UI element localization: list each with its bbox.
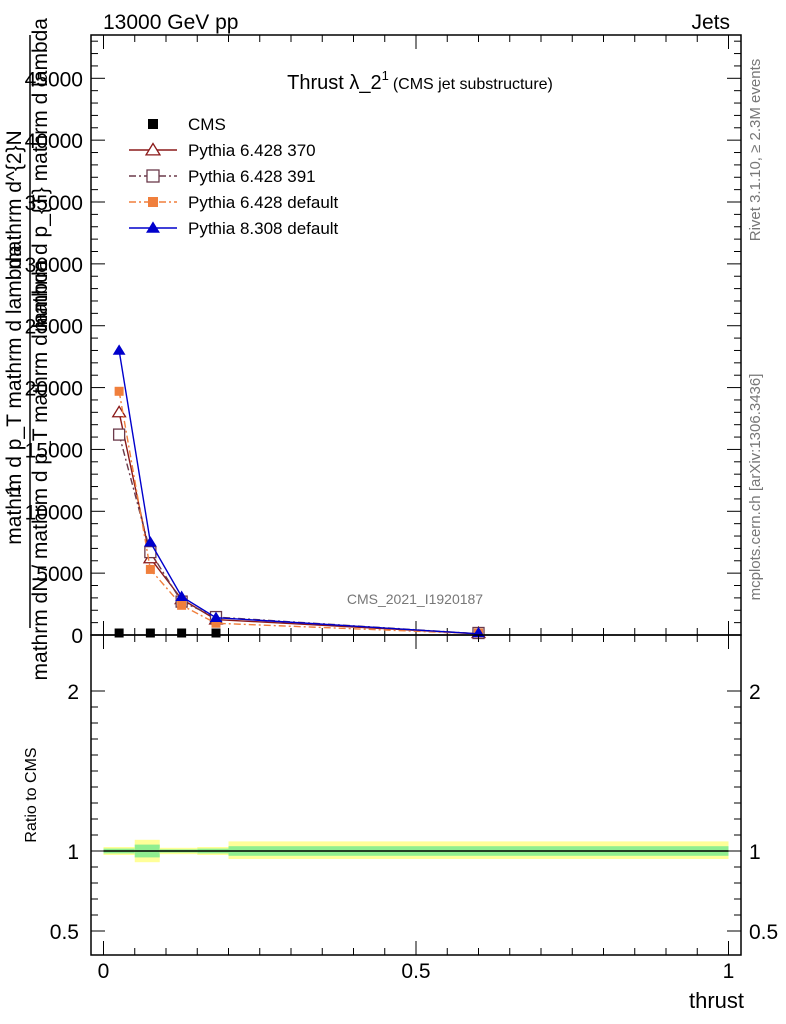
main-series-layer	[111, 344, 487, 640]
chart-title-suffix: (CMS jet substructure)	[393, 76, 553, 93]
data-point	[211, 628, 221, 638]
legend-label: Pythia 6.428 391	[188, 167, 316, 186]
series-0	[114, 628, 483, 638]
legend-marker	[148, 119, 158, 129]
x-ticks: 0 0.5 1	[98, 635, 735, 983]
chart-title-main: Thrust λ_2	[287, 72, 381, 94]
x-tick-label: 0	[98, 960, 110, 983]
y-label-denominator-line-1: mathrm dN / mathrm d p_T mathrm d lambda	[29, 259, 52, 680]
data-point	[177, 600, 187, 610]
header-left: 13000 GeV pp	[103, 11, 238, 34]
legend-label: CMS	[188, 115, 226, 134]
y-tick-label: 40000	[25, 130, 83, 153]
data-point	[112, 344, 126, 355]
data-point	[175, 590, 189, 601]
chart-title-superscript: 1	[382, 68, 389, 83]
legend-marker	[148, 197, 158, 207]
ratio-y-label: Ratio to CMS	[23, 747, 40, 842]
ratio-y-tick-label-right: 0.5	[749, 921, 778, 944]
legend-marker	[144, 142, 162, 156]
ratio-y-tick-label: 0.5	[50, 921, 79, 944]
y-label-top-line-2: mathrm d p_{T} mathrm d lambda	[29, 18, 52, 332]
header-right: Jets	[691, 11, 730, 34]
legend-label: Pythia 6.428 default	[188, 193, 339, 212]
ratio-y-tick-label: 1	[67, 841, 79, 864]
mcplots-label: mcplots.cern.ch [arXiv:1306.3436]	[747, 374, 764, 601]
y-tick-label: 5000	[36, 563, 83, 586]
legend-item: Pythia 6.428 391	[129, 167, 316, 186]
ratio-y-tick-label-right: 1	[749, 841, 761, 864]
watermark: CMS_2021_I1920187	[347, 591, 483, 607]
y-tick-label: 25000	[25, 316, 83, 339]
legend-label: Pythia 6.428 370	[188, 141, 316, 160]
data-point	[177, 628, 187, 638]
legend-item: CMS	[148, 115, 226, 134]
legend-label: Pythia 8.308 default	[188, 219, 339, 238]
data-point	[145, 628, 155, 638]
ratio-y-tick-label-right: 2	[749, 681, 761, 704]
ratio-plot-frame	[90, 634, 742, 956]
legend-item: Pythia 8.308 default	[129, 219, 339, 238]
data-point	[211, 618, 221, 628]
ratio-bands	[103, 839, 729, 863]
y-tick-label: 15000	[25, 439, 83, 462]
legend: CMS Pythia 6.428 370 Pythia 6.428 391 Pythi…	[129, 115, 339, 238]
x-tick-label: 1	[723, 960, 735, 983]
x-axis-label: thrust	[689, 988, 744, 1013]
y-tick-label: 20000	[25, 378, 83, 401]
legend-marker	[146, 169, 160, 183]
y-tick-label: 45000	[25, 68, 83, 91]
rivet-label: Rivet 3.1.10, ≥ 2.3M events	[747, 59, 764, 242]
y-tick-label: 10000	[25, 501, 83, 524]
data-point	[112, 428, 126, 441]
legend-item: Pythia 6.428 default	[129, 193, 339, 212]
main-panel: 0 5000 10000 15000 20000 25000 30000 35000 40000…	[2, 18, 742, 681]
ratio-y-tick-label: 2	[67, 681, 79, 704]
data-point	[145, 564, 155, 574]
y-tick-label: 0	[71, 625, 83, 648]
data-point	[143, 536, 157, 547]
data-point	[114, 628, 124, 638]
x-tick-label: 0.5	[401, 960, 430, 983]
data-point	[111, 405, 127, 418]
y-tick-label: 30000	[25, 254, 83, 277]
main-y-label: mathrm d^{2}N mathrm d p_{T} mathrm d la…	[2, 18, 52, 681]
y-label-numerator: 1	[2, 484, 25, 496]
y-label-top-line-1: mathrm d^{2}N	[3, 130, 26, 269]
data-point	[209, 611, 223, 622]
ratio-panel: 0.5 0.51 12 2 0 0.5 1 Ratio to CMS thrust	[23, 634, 778, 1013]
ratio-y-ticks: 0.5 0.5 1 1 2 2	[50, 681, 778, 944]
legend-item: Pythia 6.428 370	[129, 141, 316, 160]
y-tick-label: 35000	[25, 192, 83, 215]
y-label-denominator-line-2: mathrm d p_T mathrm d lambda	[3, 245, 26, 545]
chart-title: Thrust λ_21 (CMS jet substructure)	[287, 68, 553, 94]
data-point	[114, 386, 124, 396]
legend-marker	[146, 221, 160, 233]
main-y-ticks: 0 5000 10000 15000 20000 25000 30000 35000 40000…	[25, 35, 741, 648]
svg-text:Thrust λ_21(CMS jet substructu: Thrust λ_21 (CMS jet substructure)	[287, 68, 553, 94]
series-2	[112, 428, 485, 640]
